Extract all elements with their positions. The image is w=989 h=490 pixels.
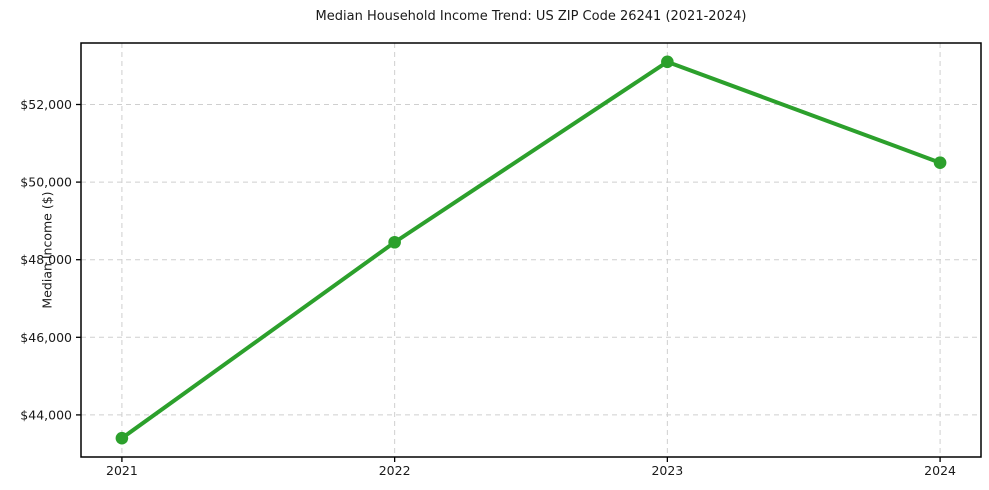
x-tick-label: 2021 bbox=[106, 463, 138, 478]
data-point bbox=[661, 55, 674, 69]
data-point bbox=[388, 235, 401, 249]
y-tick-label: $46,000 bbox=[20, 330, 72, 345]
x-tick-label: 2024 bbox=[924, 463, 956, 478]
axes-border bbox=[80, 42, 982, 458]
y-tick-label: $52,000 bbox=[20, 97, 72, 112]
trend-line bbox=[119, 59, 943, 441]
x-tick-label: 2023 bbox=[651, 463, 683, 478]
x-tick-label: 2022 bbox=[379, 463, 411, 478]
y-tick-label: $50,000 bbox=[20, 175, 72, 190]
y-tick-label: $44,000 bbox=[20, 407, 72, 422]
chart-title: Median Household Income Trend: US ZIP Co… bbox=[315, 9, 747, 24]
data-point bbox=[115, 431, 129, 445]
y-tick-label: $48,000 bbox=[20, 252, 72, 267]
data-point bbox=[933, 156, 947, 169]
